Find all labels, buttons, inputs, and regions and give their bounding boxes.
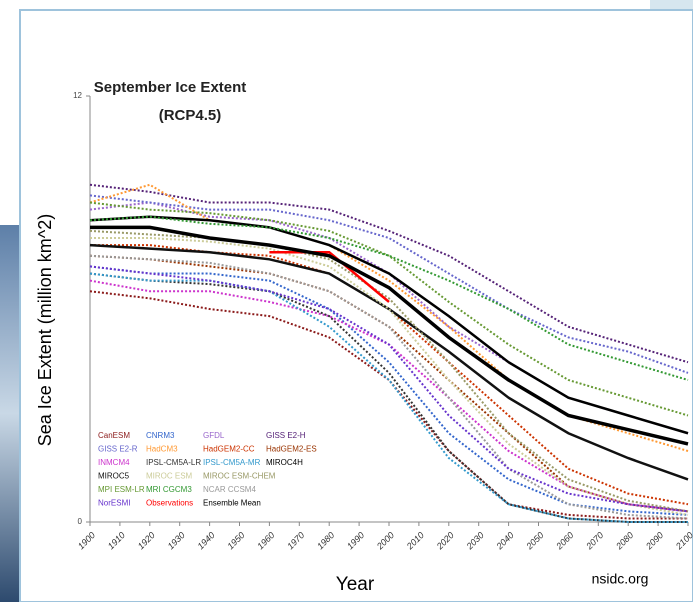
legend-entry: MIROC ESM-CHEM [203, 472, 276, 481]
y-axis-title: Sea Ice Extent (million km^2) [35, 214, 55, 447]
legend-box [92, 427, 332, 517]
series-line [89, 215, 689, 381]
source: nsidc.org [592, 571, 649, 587]
series-line [89, 194, 689, 374]
legend-entry: MIROC ESM [146, 472, 193, 481]
series-line [269, 250, 390, 303]
legend-entry: IPSL-CM5A-MR [203, 458, 261, 467]
legend-entry: HadGEM2-CC [203, 445, 255, 454]
y-tick-label: 12 [73, 91, 82, 100]
legend-entry: GFDL [203, 431, 225, 440]
series-line [89, 272, 688, 523]
legend: CanESM CNRM3 GFDL GISS E2-H GISS E2-R HadCM3 H… [98, 431, 317, 508]
series-line [89, 254, 689, 520]
legend-entry: CNRM3 [146, 431, 175, 440]
legend-entry: MPI ESM-LR [98, 485, 145, 494]
series-line [89, 215, 689, 435]
photo-strip [0, 225, 22, 602]
series-line [89, 201, 689, 417]
series-line [89, 183, 689, 364]
legend-entry: NorESMI [98, 499, 130, 508]
legend-entry: GISS E2-H [266, 431, 306, 440]
x-axis-title: Year [336, 574, 375, 595]
legend-entry: Observations [146, 499, 193, 508]
legend-entry: GISS E2-R [98, 445, 138, 454]
legend-entry: INMCM4 [98, 458, 130, 467]
legend-entry: MIROC5 [98, 472, 130, 481]
legend-entry: MIROC4H [266, 458, 303, 467]
legend-entry: CanESM [98, 431, 130, 440]
series-line [89, 265, 689, 513]
series-line [90, 225, 689, 446]
series-line [89, 272, 688, 523]
legend-entry: HadCM3 [146, 445, 178, 454]
series-line [90, 244, 689, 506]
series-line [89, 290, 688, 520]
legend-entry: NCAR CCSM4 [203, 485, 256, 494]
chart-title: September Ice Extent [94, 79, 247, 96]
legend-entry: HadGEM2-ES [266, 445, 317, 454]
legend-entry: Ensemble Mean [203, 499, 261, 508]
series-line [89, 243, 689, 481]
chart-subtitle: (RCP4.5) [159, 107, 222, 124]
legend-entry: IPSL-CM5A-LR [146, 458, 201, 467]
series-line [89, 183, 689, 452]
series-line [89, 265, 689, 516]
legend-entry: MRI CGCM3 [146, 485, 192, 494]
series-line [89, 229, 689, 513]
y-tick-label: 0 [78, 517, 83, 526]
